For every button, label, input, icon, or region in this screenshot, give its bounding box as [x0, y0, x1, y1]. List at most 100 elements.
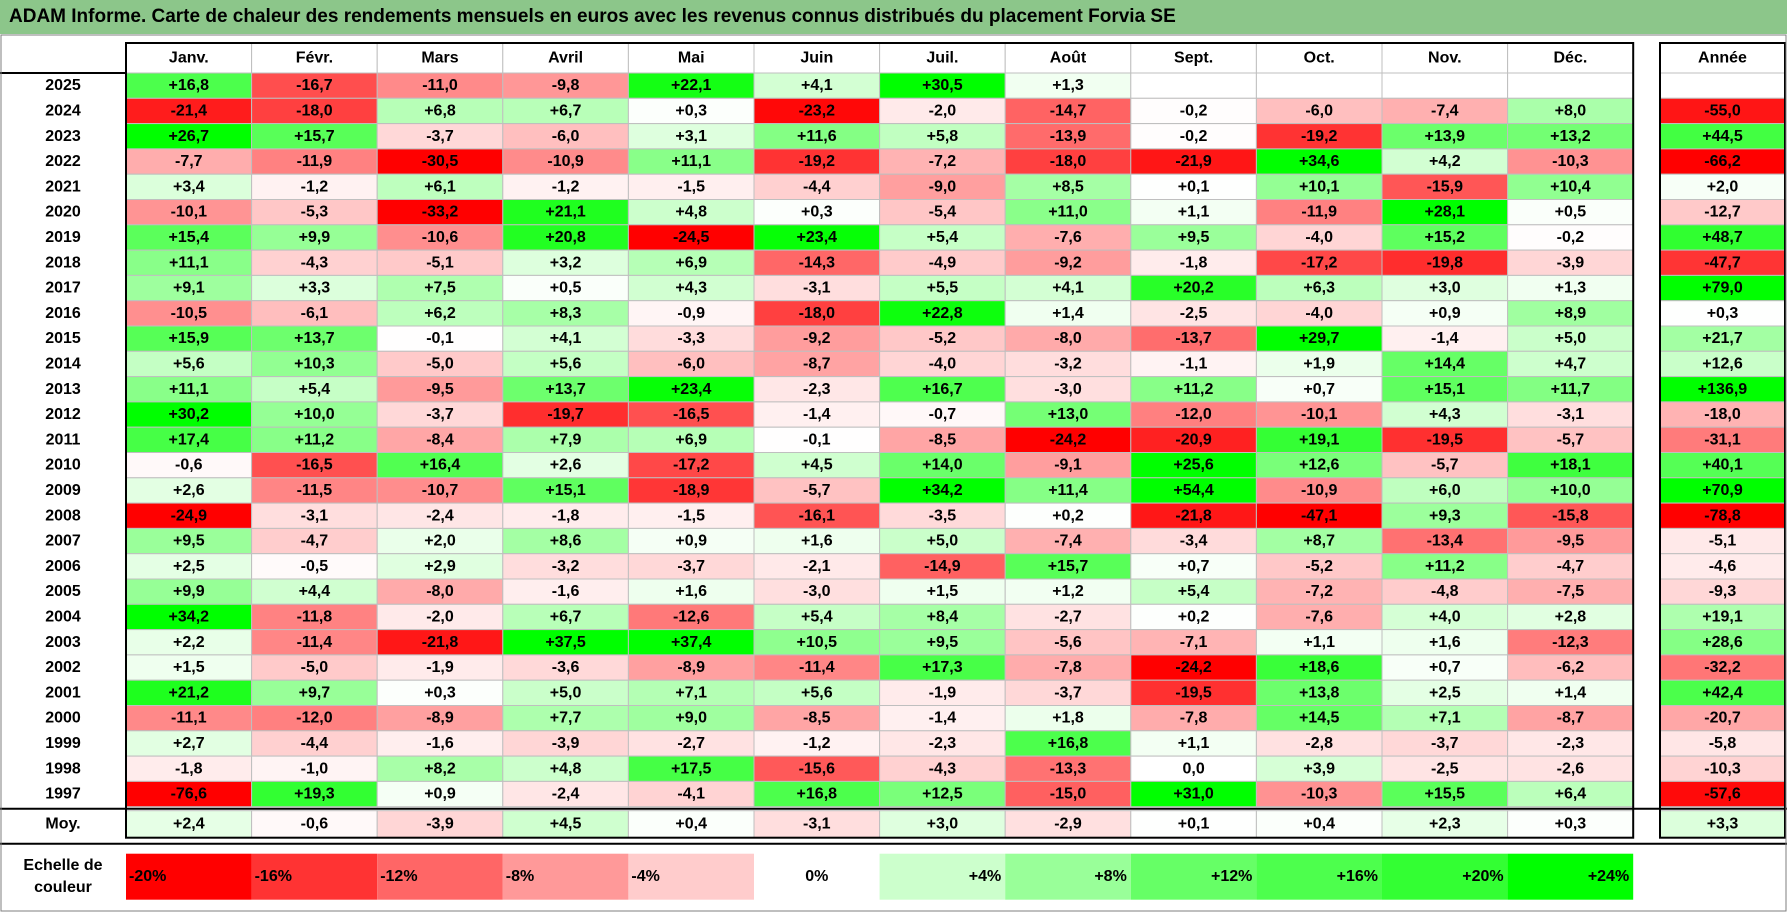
- heatmap-cell-value: -11,0: [422, 77, 458, 94]
- heatmap-cell-value: +5,5: [927, 280, 959, 297]
- heatmap-cell-value: -18,0: [1050, 153, 1087, 170]
- heatmap-cell-value: -6,0: [677, 355, 705, 372]
- annual-cell: [1659, 527, 1786, 555]
- heatmap-cell: [1255, 679, 1383, 707]
- annual-cell-value: -31,1: [1704, 431, 1741, 448]
- average-cell: [1507, 810, 1634, 839]
- heatmap-cell: [125, 300, 253, 327]
- heatmap-cell-value: +30,5: [922, 77, 963, 94]
- heatmap-cell-value: -4,0: [929, 355, 957, 372]
- heatmap-cell-value: -1,6: [552, 583, 580, 600]
- heatmap-cell: [753, 603, 881, 631]
- heatmap-cell-value: +1,9: [1303, 355, 1335, 372]
- heatmap-cell-value: -1,2: [301, 178, 329, 195]
- column-header-label: Juil.: [926, 50, 958, 67]
- heatmap-cell-value: -3,2: [552, 558, 580, 575]
- average-cell: [125, 810, 253, 839]
- heatmap-cell: [753, 224, 881, 251]
- heatmap-cell: [125, 350, 253, 378]
- heatmap-cell-value: -16,7: [296, 77, 333, 94]
- heatmap-cell-value: +21,2: [169, 684, 210, 701]
- column-header-cell: [1255, 42, 1383, 74]
- heatmap-cell: [1130, 350, 1257, 378]
- heatmap-cell-value: -10,5: [171, 305, 208, 322]
- heatmap-cell-value: -7,6: [1305, 608, 1333, 625]
- heatmap-cell-value: +7,5: [424, 280, 456, 297]
- heatmap-cell: [251, 502, 378, 529]
- heatmap-cell: [1507, 224, 1634, 251]
- heatmap-cell-value: +28,1: [1425, 204, 1466, 221]
- heatmap-cell-value: -14,7: [1050, 102, 1087, 119]
- heatmap-cell-value: +14,4: [1425, 355, 1466, 372]
- heatmap-cell: [753, 502, 881, 529]
- row-year-label: 2024: [45, 102, 81, 119]
- heatmap-cell-value: -5,0: [426, 355, 454, 372]
- heatmap-cell-value: -5,2: [1305, 558, 1333, 575]
- heatmap-cell-value: +1,2: [1052, 583, 1084, 600]
- average-cell-value: -2,9: [1054, 816, 1082, 833]
- heatmap-cell-value: +0,7: [1429, 659, 1461, 676]
- row-year-label: 2022: [45, 153, 81, 170]
- heatmap-cell: [879, 249, 1006, 276]
- row-year-label: 2008: [45, 507, 81, 524]
- heatmap-cell-value: -1,4: [1431, 330, 1459, 347]
- average-row-label: Moy.: [45, 816, 80, 833]
- heatmap-cell-value: +2,6: [550, 457, 582, 474]
- heatmap-cell-value: +1,5: [173, 659, 205, 676]
- heatmap-cell-value: +5,0: [1555, 330, 1587, 347]
- heatmap-cell-value: -5,6: [1054, 634, 1082, 651]
- heatmap-cell-value: -19,5: [1175, 684, 1212, 701]
- heatmap-cell: [502, 97, 629, 125]
- heatmap-cell-value: +10,3: [294, 355, 335, 372]
- heatmap-cell-value: -2,6: [1557, 760, 1585, 777]
- heatmap-cell: [1004, 502, 1132, 529]
- heatmap-cell-value: -4,4: [803, 178, 831, 195]
- heatmap-cell-value: -19,5: [1427, 431, 1464, 448]
- annual-cell-value: +28,6: [1702, 634, 1743, 651]
- heatmap-cell-value: +9,5: [173, 533, 205, 550]
- heatmap-cell-value: -7,7: [175, 153, 203, 170]
- heatmap-cell-value: -24,5: [673, 229, 710, 246]
- heatmap-cell-value: -13,3: [1050, 760, 1087, 777]
- heatmap-cell-value: +5,8: [927, 128, 959, 145]
- heatmap-cell-value: -1,8: [1180, 254, 1208, 271]
- heatmap-cell-value: -4,7: [301, 533, 329, 550]
- heatmap-cell: [1381, 274, 1509, 302]
- heatmap-cell: [125, 730, 253, 757]
- annual-cell: [1659, 705, 1786, 732]
- heatmap-cell-value: +1,1: [1178, 204, 1210, 221]
- heatmap-cell: [376, 401, 504, 428]
- heatmap-cell: [502, 730, 629, 757]
- heatmap-cell-value: -4,0: [1305, 305, 1333, 322]
- heatmap-cell: [125, 578, 253, 605]
- heatmap-cell-value: -6,0: [1305, 102, 1333, 119]
- heatmap-cell: [1130, 224, 1257, 251]
- heatmap-cell-value: +10,5: [797, 634, 838, 651]
- heatmap-cell: [753, 679, 881, 707]
- heatmap-cell-value: -33,2: [422, 204, 459, 221]
- annual-cell: [1659, 679, 1786, 707]
- heatmap-cell-value: +8,7: [1303, 533, 1335, 550]
- annual-cell-value: -12,7: [1704, 204, 1741, 221]
- row-year-label: 2025: [45, 77, 81, 94]
- heatmap-cell-value: +7,9: [550, 431, 582, 448]
- heatmap-cell: [1381, 679, 1509, 707]
- average-cell: [502, 810, 629, 839]
- heatmap-cell: [251, 274, 378, 302]
- heatmap-cell: [1507, 553, 1634, 580]
- heatmap-cell-value: +5,0: [927, 533, 959, 550]
- heatmap-cell-value: +5,4: [1178, 583, 1210, 600]
- heatmap-cell: [753, 578, 881, 605]
- heatmap-cell-value: -2,5: [1431, 760, 1459, 777]
- heatmap-cell-value: +8,4: [927, 608, 959, 625]
- heatmap-cell: [502, 527, 629, 555]
- heatmap-cell-value: +0,5: [550, 280, 582, 297]
- heatmap-cell-value: +22,1: [671, 77, 712, 94]
- heatmap-cell: [879, 426, 1006, 454]
- heatmap-cell: [251, 300, 378, 327]
- heatmap-cell-value: +16,7: [922, 381, 963, 398]
- heatmap-cell-value: +8,2: [424, 760, 456, 777]
- heatmap-cell-value: -8,5: [929, 431, 957, 448]
- heatmap-cell-value: -2,3: [803, 381, 831, 398]
- heatmap-cell: [627, 780, 755, 808]
